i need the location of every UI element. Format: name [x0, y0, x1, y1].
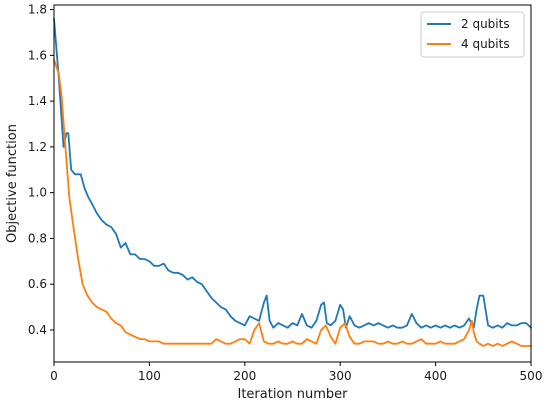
y-tick-label: 1.2 — [28, 140, 47, 154]
y-tick-label: 0.6 — [28, 277, 47, 291]
ticks-layer: 0 100 200 300 400 500 0.4 0.6 0.8 1.0 1.2 1.4 1.6 1.8 — [28, 3, 543, 383]
x-tick-label: 200 — [233, 369, 256, 383]
x-tick-label: 500 — [520, 369, 543, 383]
x-tick-label: 400 — [424, 369, 447, 383]
x-axis-label: Iteration number — [237, 387, 348, 402]
x-tick-label: 300 — [329, 369, 352, 383]
y-tick-label: 1.6 — [28, 48, 47, 62]
x-tick-label: 100 — [138, 369, 161, 383]
y-tick-label: 1.0 — [28, 186, 47, 200]
series-line-4-qubits — [53, 59, 532, 347]
legend-label-4-qubits: 4 qubits — [461, 37, 510, 51]
plot-frame — [53, 4, 532, 363]
x-tick-label: 0 — [50, 369, 58, 383]
legend-label-2-qubits: 2 qubits — [461, 17, 510, 31]
y-tick-label: 0.8 — [28, 231, 47, 245]
y-tick-label: 0.4 — [28, 323, 47, 337]
series-layer — [53, 17, 532, 347]
y-tick-label: 1.8 — [28, 3, 47, 17]
legend: 2 qubits 4 qubits — [420, 11, 525, 58]
series-line-2-qubits — [53, 17, 532, 329]
y-tick-label: 1.4 — [28, 94, 47, 108]
y-axis-label: Objective function — [5, 124, 20, 243]
